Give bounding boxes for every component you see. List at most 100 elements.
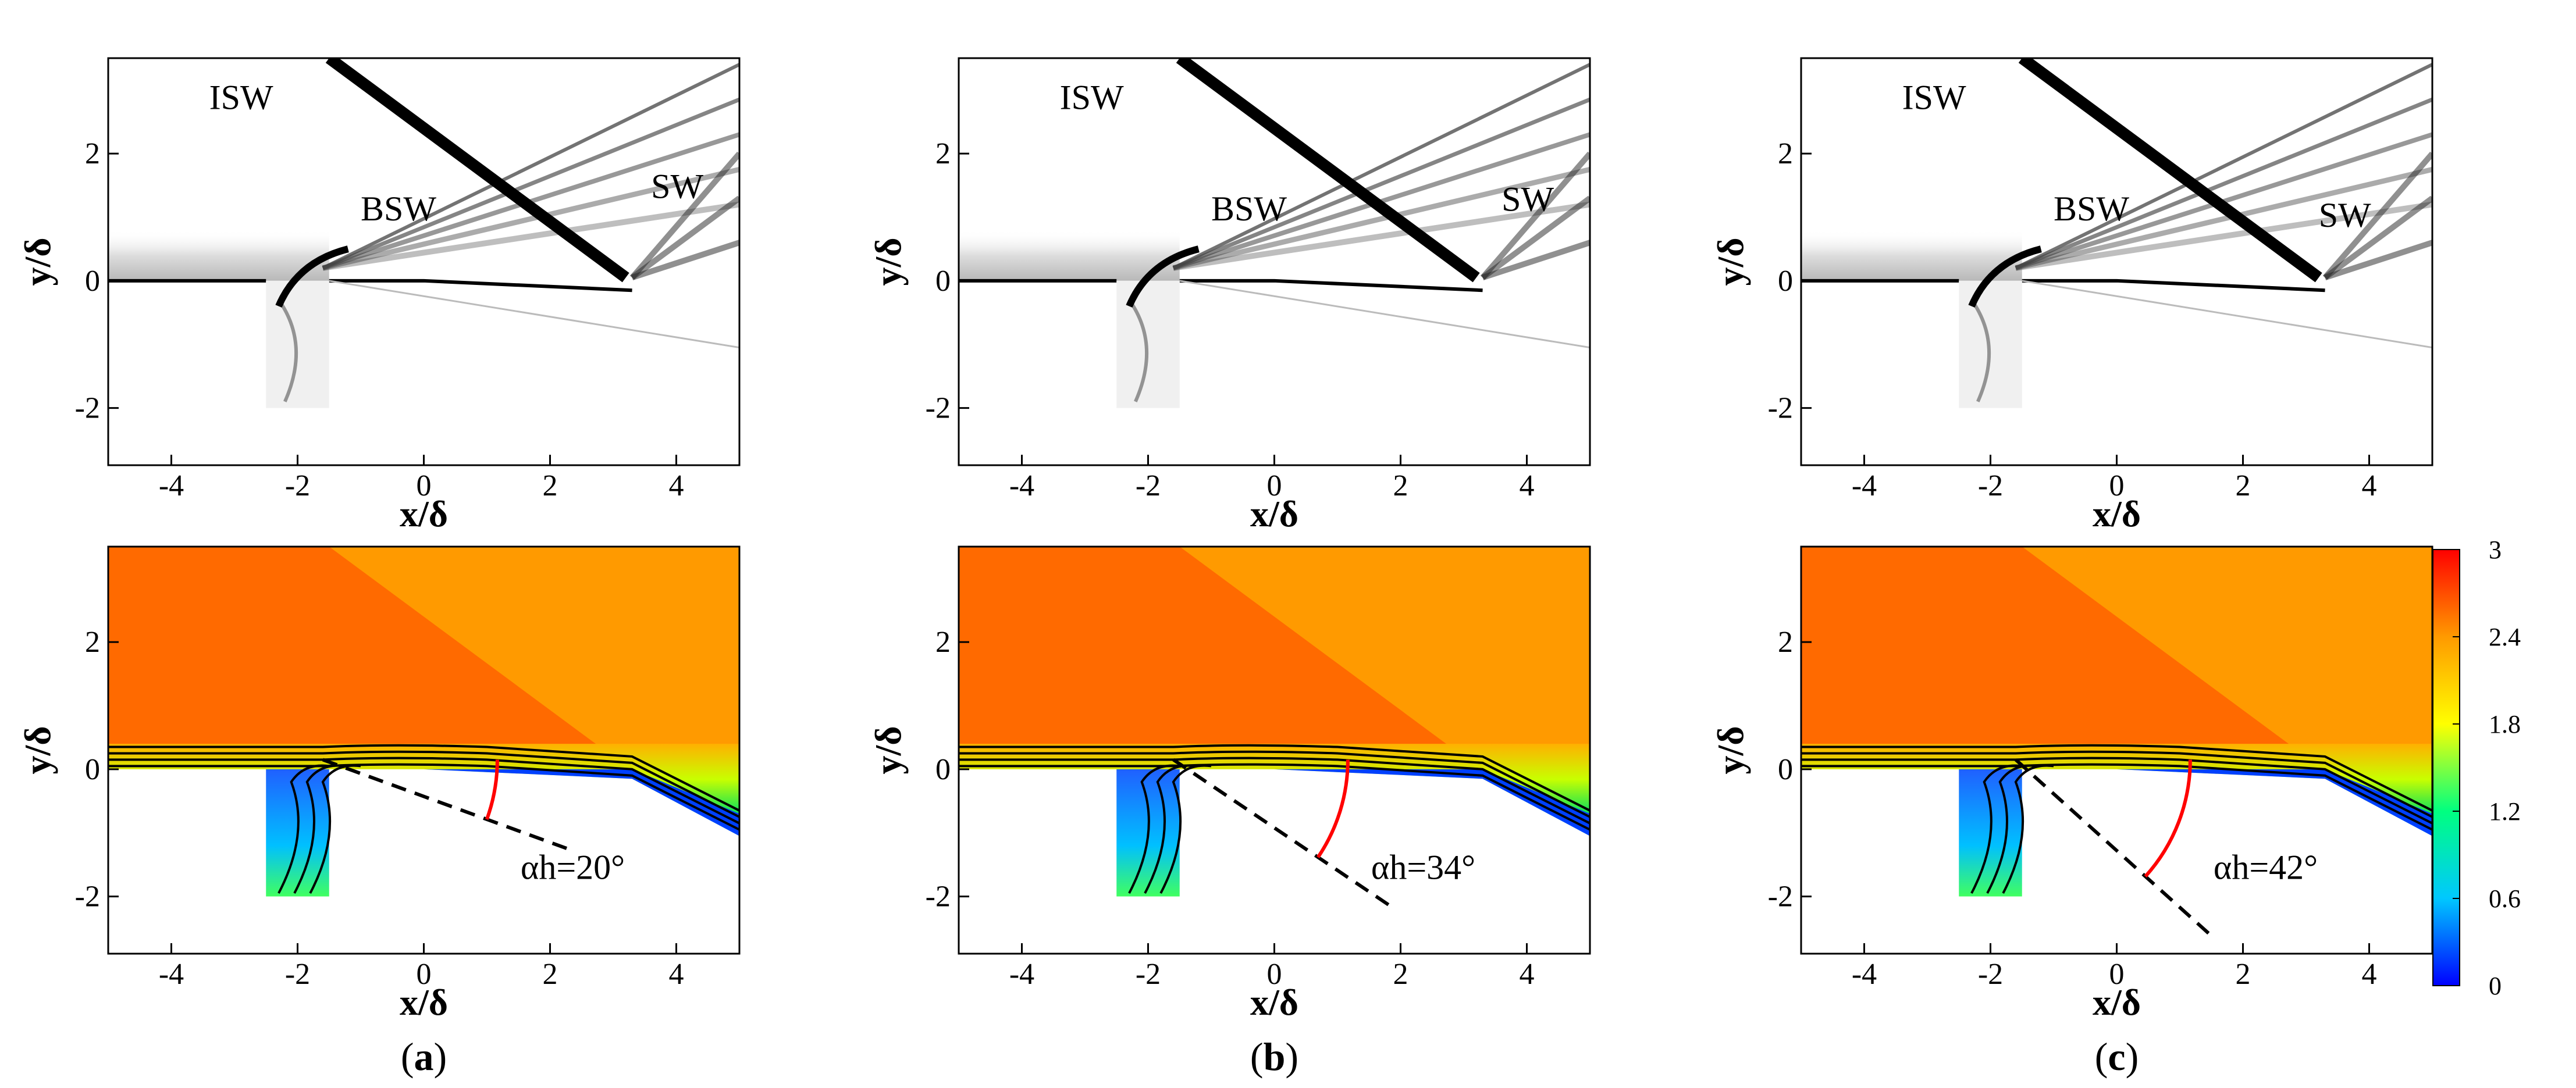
x-tick-label: -2: [1978, 958, 2003, 991]
panel-b-bottom: αh=34° -4 -2 0 2 4 -2 0 2 x/δ y/δ: [867, 545, 1591, 1023]
x-tick-label: -2: [1136, 469, 1161, 502]
x-tick-label: 4: [2362, 469, 2377, 502]
y-tick-label: -2: [75, 392, 100, 425]
x-axis-title: x/δ: [2093, 982, 2141, 1023]
streamline: [1801, 744, 2432, 812]
pre-shock-region: [959, 547, 1476, 766]
streamline: [1801, 750, 2432, 818]
y-axis-title: y/δ: [867, 238, 909, 286]
cavity-streamline: [2002, 764, 2054, 894]
angle-reference-line: [2014, 758, 2216, 940]
y-axis-title: y/δ: [1710, 726, 1751, 775]
cavity-streamline: [1144, 764, 1196, 894]
x-tick-label: 4: [1520, 469, 1535, 502]
panel-a-top: ISW BSW SW -4 -2 0 2 4 -2 0 2 x/δ y/δ: [17, 57, 741, 534]
colorbar-tick-label: 0.6: [2489, 884, 2521, 913]
shock-fan-line: [1172, 63, 1590, 270]
x-tick-label: 4: [669, 469, 684, 502]
x-tick-label: 2: [1393, 469, 1408, 502]
shock-fan-line: [1173, 201, 1590, 271]
x-tick-label: 4: [669, 958, 684, 991]
ramp-line: [329, 279, 632, 292]
shock-fan-line: [322, 97, 739, 270]
panel-a-bottom: αh=20° -4 -2 0 2 4 -2 0 2 x/δ y/δ: [17, 545, 741, 1023]
shock-fan-line: [322, 167, 739, 271]
x-tick-label: 0: [2109, 958, 2125, 991]
x-tick-label: -4: [159, 958, 184, 991]
y-axis-title: y/δ: [1710, 238, 1751, 286]
x-tick-label: 2: [2236, 958, 2251, 991]
colorbar: 0 0.6 1.2 1.8 2.4 3: [2432, 536, 2521, 1000]
x-tick-label: 4: [2362, 958, 2377, 991]
streamline: [1801, 757, 2432, 825]
y-axis-title: y/δ: [17, 726, 58, 775]
colorbar-scale: [2432, 549, 2460, 986]
x-tick-label: -2: [285, 958, 310, 991]
x-axis-title: x/δ: [1250, 982, 1298, 1023]
reflected-shock-line: [1481, 240, 1590, 281]
shear-layer-band: [108, 230, 329, 281]
y-tick-label: 0: [85, 753, 100, 786]
shock-fan-line: [2015, 167, 2432, 271]
y-tick-label: 0: [1778, 265, 1793, 298]
x-tick-label: -2: [285, 469, 310, 502]
y-tick-label: 2: [1778, 137, 1793, 170]
y-tick-label: 2: [935, 137, 951, 170]
x-tick-label: -4: [1852, 958, 1877, 991]
y-tick-label: -2: [1768, 392, 1793, 425]
streamline: [108, 757, 739, 825]
panel-caption: (c): [2095, 1035, 2139, 1079]
x-tick-label: -4: [1009, 469, 1034, 502]
cavity-region: [1116, 280, 1180, 408]
angle-arc: [1317, 759, 1350, 858]
colorbar-tick-label: 1.2: [2489, 797, 2521, 826]
reflected-shock-line: [2324, 240, 2432, 281]
x-tick-label: 2: [2236, 469, 2251, 502]
streamline: [108, 750, 739, 818]
ramp-line: [2022, 279, 2325, 292]
bow-shock-line: [275, 245, 349, 308]
y-tick-label: 2: [85, 626, 100, 659]
cavity-streamline: [1970, 764, 2022, 894]
y-tick-label: 0: [1778, 753, 1793, 786]
cavity-vortex-line: [1970, 298, 1991, 402]
shock-fan-line: [1172, 167, 1590, 271]
angle-reference-line: [322, 758, 575, 853]
annotation-sw: SW: [651, 167, 703, 206]
ramp-edge-line: [1179, 280, 1590, 349]
ramp-separation-region: [2116, 769, 2432, 836]
streamline: [959, 757, 1590, 825]
y-tick-label: -2: [926, 880, 951, 914]
shock-fan-line: [1172, 97, 1590, 270]
cavity-streamline: [277, 764, 329, 894]
x-tick-label: -4: [159, 469, 184, 502]
x-tick-label: 2: [543, 958, 558, 991]
annotation-isw: ISW: [1060, 79, 1124, 117]
panel-caption: (b): [1250, 1035, 1298, 1079]
cavity-streamline: [293, 764, 346, 894]
bow-shock-line: [1968, 245, 2042, 308]
y-tick-label: 2: [935, 626, 951, 659]
plot-area: [959, 547, 1590, 954]
x-axis-title: x/δ: [400, 982, 448, 1023]
shock-fan-line: [322, 63, 739, 270]
x-axis-title: x/δ: [400, 493, 448, 534]
x-tick-label: 0: [1267, 469, 1282, 502]
panel-caption: (a): [401, 1035, 447, 1079]
y-tick-label: 0: [85, 265, 100, 298]
solid-wall-region: [959, 769, 1590, 954]
y-tick-label: -2: [75, 880, 100, 914]
x-tick-label: -2: [1136, 958, 1161, 991]
angle-label: αh=42°: [2214, 848, 2318, 886]
shear-layer-band: [959, 230, 1180, 281]
angle-label: αh=34°: [1371, 848, 1475, 886]
reflected-shock-line: [631, 240, 739, 281]
ramp-separation-region: [424, 769, 739, 836]
cavity-region: [1959, 280, 2022, 408]
panel-b-top: ISW BSW SW -4 -2 0 2 4 -2 0 2 x/δ y/δ: [867, 57, 1591, 534]
x-tick-label: -4: [1852, 469, 1877, 502]
annotation-bsw: BSW: [1211, 190, 1287, 228]
x-tick-label: 0: [1267, 958, 1282, 991]
solid-wall-region: [1801, 769, 2432, 954]
